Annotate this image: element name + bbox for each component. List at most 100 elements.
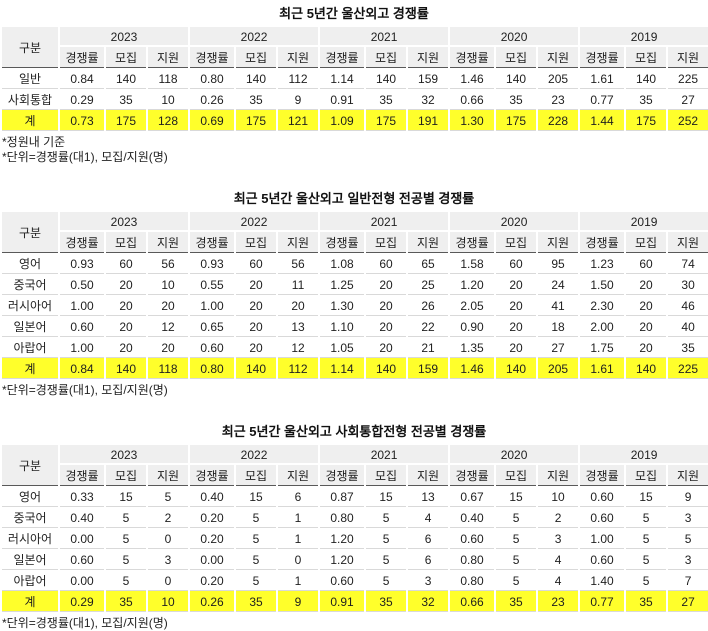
value-cell: 5 <box>364 548 409 570</box>
metric-header: 모집 <box>494 231 539 253</box>
value-cell: 5 <box>666 527 708 549</box>
metric-header: 모집 <box>234 46 279 68</box>
footnote: *정원내 기준 <box>2 135 66 149</box>
value-cell: 0.80 <box>188 67 237 89</box>
value-cell: 0.84 <box>58 357 106 379</box>
value-cell: 140 <box>364 357 409 379</box>
value-cell: 12 <box>276 336 321 358</box>
value-cell: 3 <box>666 548 708 570</box>
value-cell: 252 <box>666 109 708 131</box>
table-row: 아랍어 1.00 20 20 0.60 20 12 1.05 20 21 1.35 20 27 1.75 2… <box>0 336 708 358</box>
value-cell: 24 <box>536 273 581 295</box>
value-cell: 20 <box>494 315 539 337</box>
value-cell: 9 <box>276 590 321 612</box>
metric-header: 모집 <box>364 46 409 68</box>
value-cell: 0.60 <box>58 548 106 570</box>
value-cell: 27 <box>666 88 708 110</box>
value-cell: 175 <box>494 109 539 131</box>
value-cell: 1.46 <box>448 357 497 379</box>
value-cell: 0.93 <box>58 252 106 274</box>
year-header: 2021 <box>318 212 451 232</box>
metric-header: 모집 <box>624 46 669 68</box>
value-cell: 140 <box>364 67 409 89</box>
value-cell: 46 <box>666 294 708 316</box>
metric-header: 지원 <box>276 46 321 68</box>
value-cell: 56 <box>145 252 191 274</box>
value-cell: 1.50 <box>578 273 627 295</box>
page: { "colors":{ "header_bg":"#efefef", "tot… <box>0 3 708 630</box>
value-cell: 1.61 <box>578 357 627 379</box>
value-cell: 25 <box>406 273 451 295</box>
value-cell: 15 <box>104 485 148 507</box>
value-cell: 175 <box>234 109 279 131</box>
row-label: 러시아어 <box>0 294 60 316</box>
value-cell: 22 <box>406 315 451 337</box>
year-header: 2021 <box>318 27 451 47</box>
value-cell: 159 <box>406 357 451 379</box>
value-cell: 0.40 <box>188 485 237 507</box>
value-cell: 35 <box>364 88 409 110</box>
value-cell: 9 <box>276 88 321 110</box>
metric-header: 경쟁률 <box>188 46 237 68</box>
value-cell: 0.60 <box>188 336 237 358</box>
value-cell: 4 <box>536 548 581 570</box>
value-cell: 65 <box>406 252 451 274</box>
value-cell: 1 <box>276 506 321 528</box>
corner-header: 구분 <box>0 27 60 68</box>
total-row: 계 0.29 35 10 0.26 35 9 0.91 35 32 0.66 35 23 0.77 35 27 <box>0 590 708 612</box>
table-row: 아랍어 0.00 5 0 0.20 5 1 0.60 5 3 0.80 5 4 1.40 5 7 <box>0 569 708 591</box>
metric-header: 지원 <box>276 231 321 253</box>
value-cell: 35 <box>494 88 539 110</box>
value-cell: 1.23 <box>578 252 627 274</box>
value-cell: 9 <box>666 485 708 507</box>
value-cell: 20 <box>104 294 148 316</box>
value-cell: 0.77 <box>578 590 627 612</box>
value-cell: 1.61 <box>578 67 627 89</box>
value-cell: 0.80 <box>448 548 497 570</box>
value-cell: 0.26 <box>188 590 237 612</box>
value-cell: 5 <box>234 548 279 570</box>
value-cell: 23 <box>536 88 581 110</box>
value-cell: 1.00 <box>58 336 106 358</box>
year-header: 2020 <box>448 212 581 232</box>
year-header: 2019 <box>578 445 708 465</box>
year-header: 2022 <box>188 445 321 465</box>
competition-table-general: 구분 2023 2022 2021 2020 2019 경쟁률 모집 지원 경쟁률 모집 지원 경쟁률 모… <box>0 212 708 379</box>
corner-header: 구분 <box>0 212 60 253</box>
value-cell: 23 <box>536 590 581 612</box>
value-cell: 140 <box>104 357 148 379</box>
value-cell: 15 <box>364 485 409 507</box>
value-cell: 2 <box>536 506 581 528</box>
value-cell: 1.58 <box>448 252 497 274</box>
year-header: 2020 <box>448 445 581 465</box>
value-cell: 0.00 <box>58 569 106 591</box>
value-cell: 20 <box>624 273 669 295</box>
value-cell: 27 <box>536 336 581 358</box>
metric-header: 지원 <box>406 464 451 486</box>
table-title: 최근 5년간 울산외고 일반전형 전공별 경쟁률 <box>233 191 475 206</box>
value-cell: 0.90 <box>448 315 497 337</box>
year-header: 2019 <box>578 27 708 47</box>
metric-header: 경쟁률 <box>318 46 367 68</box>
value-cell: 18 <box>536 315 581 337</box>
metric-header: 모집 <box>624 231 669 253</box>
value-cell: 20 <box>234 294 279 316</box>
value-cell: 5 <box>494 527 539 549</box>
value-cell: 0.40 <box>448 506 497 528</box>
value-cell: 20 <box>494 273 539 295</box>
value-cell: 140 <box>624 67 669 89</box>
value-cell: 20 <box>145 336 191 358</box>
value-cell: 0.60 <box>578 506 627 528</box>
value-cell: 0.60 <box>448 527 497 549</box>
value-cell: 1.30 <box>318 294 367 316</box>
year-header: 2023 <box>57 445 191 465</box>
value-cell: 140 <box>494 67 539 89</box>
value-cell: 10 <box>145 88 191 110</box>
metric-header: 경쟁률 <box>578 231 627 253</box>
row-label: 영어 <box>0 252 60 274</box>
value-cell: 41 <box>536 294 581 316</box>
value-cell: 140 <box>234 357 279 379</box>
value-cell: 0.50 <box>58 273 106 295</box>
value-cell: 20 <box>104 336 148 358</box>
value-cell: 56 <box>276 252 321 274</box>
